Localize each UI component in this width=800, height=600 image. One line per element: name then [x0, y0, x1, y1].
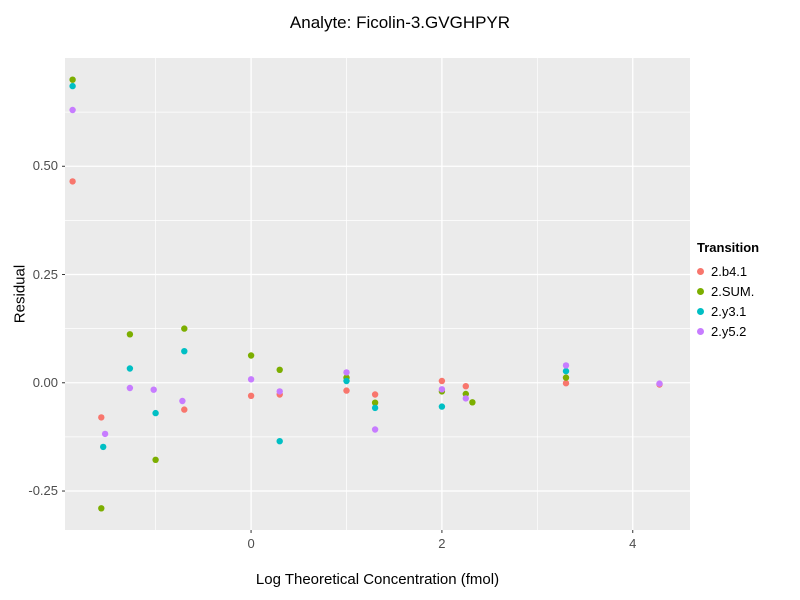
data-point-2-y3-1	[69, 82, 76, 90]
data-point-2-sum	[247, 352, 255, 359]
data-point-2-b4-1	[181, 406, 188, 413]
data-point-2-y3-1	[100, 443, 107, 451]
data-point-2-y3-1	[152, 409, 159, 417]
data-point-2-sum	[562, 374, 570, 381]
y-tick-label: 0.50	[32, 158, 58, 174]
legend-item-2-y3-1: 2.y3.1	[697, 301, 759, 321]
legend-title: Transition	[697, 240, 760, 255]
data-point-2-y5-2	[126, 384, 134, 392]
legend-item-label: 2.SUM.	[711, 283, 755, 299]
data-point-2-sum	[371, 399, 379, 406]
x-tick-label: 2	[438, 536, 446, 551]
data-point-2-y3-1	[276, 438, 283, 445]
data-point-2-b4-1	[247, 392, 255, 399]
data-point-2-b4-1	[98, 414, 105, 421]
legend-key-dot	[697, 287, 704, 295]
data-point-2-sum	[98, 505, 105, 512]
data-point-2-sum	[276, 366, 283, 373]
data-point-2-y3-1	[343, 377, 350, 385]
legend-key-dot	[697, 307, 704, 315]
legend-item-2-y5-2: 2.y5.2	[697, 321, 759, 341]
data-point-2-b4-1	[69, 178, 76, 185]
data-point-2-y3-1	[438, 403, 446, 410]
data-point-2-y3-1	[562, 367, 570, 375]
legend-key-dot	[697, 327, 704, 335]
y-tick-label: -0.25	[28, 483, 58, 499]
data-point-2-y5-2	[247, 376, 255, 383]
data-point-2-b4-1	[438, 377, 446, 385]
data-point-2-sum	[69, 76, 76, 83]
data-point-2-y5-2	[150, 386, 157, 393]
data-point-2-b4-1	[371, 391, 379, 398]
data-point-2-y3-1	[181, 348, 188, 355]
data-point-2-sum	[126, 331, 134, 338]
data-point-2-b4-1	[562, 380, 570, 387]
plot-panel-background	[65, 58, 690, 530]
legend-item-label: 2.y3.1	[711, 303, 747, 319]
legend-item-label: 2.y5.2	[711, 323, 747, 339]
chart-title: Analyte: Ficolin-3.GVGHPYR	[289, 13, 511, 32]
legend-item-2-b4-1: 2.b4.1	[697, 261, 759, 281]
data-point-2-y5-2	[69, 106, 76, 114]
data-point-2-b4-1	[462, 383, 469, 390]
data-point-2-y5-2	[179, 397, 186, 405]
legend-item-label: 2.b4.1	[711, 263, 748, 279]
y-tick-label: 0.00	[32, 374, 58, 390]
legend: Transition 2.b4.1 2.SUM. 2.y3.1 2.y5.2	[697, 240, 759, 341]
data-point-2-y5-2	[438, 386, 446, 393]
x-axis-label: Log Theoretical Concentration (fmol)	[255, 571, 500, 588]
x-tick-label: 0	[247, 536, 255, 551]
data-point-2-y5-2	[343, 369, 350, 376]
data-point-2-y5-2	[101, 430, 109, 438]
y-tick-label: 0.25	[32, 266, 58, 282]
data-point-2-y5-2	[276, 388, 283, 395]
data-point-2-y5-2	[371, 426, 379, 433]
data-point-2-y5-2	[462, 395, 469, 402]
data-point-2-sum	[469, 399, 476, 406]
data-point-2-y3-1	[126, 365, 134, 372]
x-tick-label: 4	[629, 536, 637, 551]
data-point-2-y5-2	[562, 362, 570, 369]
data-point-2-y5-2	[656, 380, 663, 387]
data-point-2-sum	[462, 390, 469, 398]
legend-item-2-sum: 2.SUM.	[697, 281, 759, 301]
data-point-2-y3-1	[371, 404, 379, 412]
data-point-2-b4-1	[343, 387, 350, 394]
legend-items: 2.b4.1 2.SUM. 2.y3.1 2.y5.2	[697, 261, 759, 341]
legend-key-dot	[697, 267, 704, 275]
data-point-2-sum	[152, 456, 159, 463]
data-point-2-sum	[181, 325, 188, 332]
